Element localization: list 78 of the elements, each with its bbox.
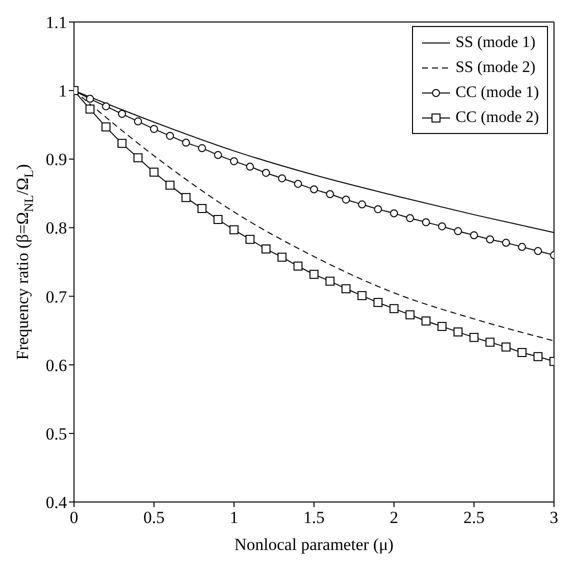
point [182,193,190,202]
point [406,310,414,320]
point [518,348,526,358]
x-tick-label: 3 [550,508,558,528]
point [102,122,110,132]
x-tick-label: 1.5 [303,508,325,528]
point [198,144,206,152]
point [358,291,366,300]
point [502,342,510,352]
y-tick-label: 0.8 [46,218,67,238]
point [534,352,542,362]
point [118,138,126,148]
point [438,322,446,331]
point [86,104,94,114]
point [326,190,334,198]
y-tick-label: 0.9 [46,150,67,170]
point [278,174,286,182]
point [374,205,382,214]
point [358,200,366,208]
point [246,234,254,244]
point [310,185,318,194]
legend-label: SS (mode 2) [455,58,536,76]
y-tick-label: 1.1 [46,13,67,32]
point [118,110,126,118]
point [214,151,222,160]
point [374,298,382,307]
point [294,180,302,188]
y-tick-label: 0.7 [46,287,68,306]
point [486,338,494,347]
point [406,214,414,222]
y-tick-label: 0.6 [46,356,67,375]
point [342,196,350,204]
point [486,235,494,244]
x-tick-label: 0 [70,508,78,528]
point [166,180,174,190]
x-tick-label: 1 [230,508,238,528]
point [342,284,350,294]
point [534,247,542,256]
point [150,124,158,133]
legend-label: SS (mode 1) [455,34,536,52]
point [518,242,526,251]
point [278,252,286,262]
x-axis-title: Nonlocal parameter (μ) [234,535,394,554]
point [390,304,398,314]
point [470,231,478,240]
point [390,209,398,218]
point [182,138,190,147]
point [262,244,270,254]
y-tick-label: 1 [58,82,67,101]
point [166,132,174,140]
point [198,204,206,214]
point [454,227,462,236]
point [422,316,430,326]
point [326,276,334,286]
y-tick-label: 0.4 [46,493,68,512]
legend-label: CC (mode 2) [455,108,539,126]
point [150,168,158,177]
point [134,153,142,162]
point [214,214,222,224]
point [134,117,142,126]
x-tick-label: 0.5 [143,508,165,528]
point [262,168,270,177]
point [294,262,302,271]
point [454,327,462,336]
x-tick-label: 2.5 [463,508,485,528]
x-tick-label: 2 [390,508,398,528]
point [422,218,430,226]
point [86,94,94,103]
point [438,222,446,230]
point [470,332,478,342]
point [102,102,110,110]
point [246,162,254,171]
point [230,225,238,234]
point [230,157,238,166]
legend-label: CC (mode 1) [455,84,539,102]
point [310,270,318,279]
y-tick-label: 0.5 [46,424,67,444]
point [502,238,510,247]
